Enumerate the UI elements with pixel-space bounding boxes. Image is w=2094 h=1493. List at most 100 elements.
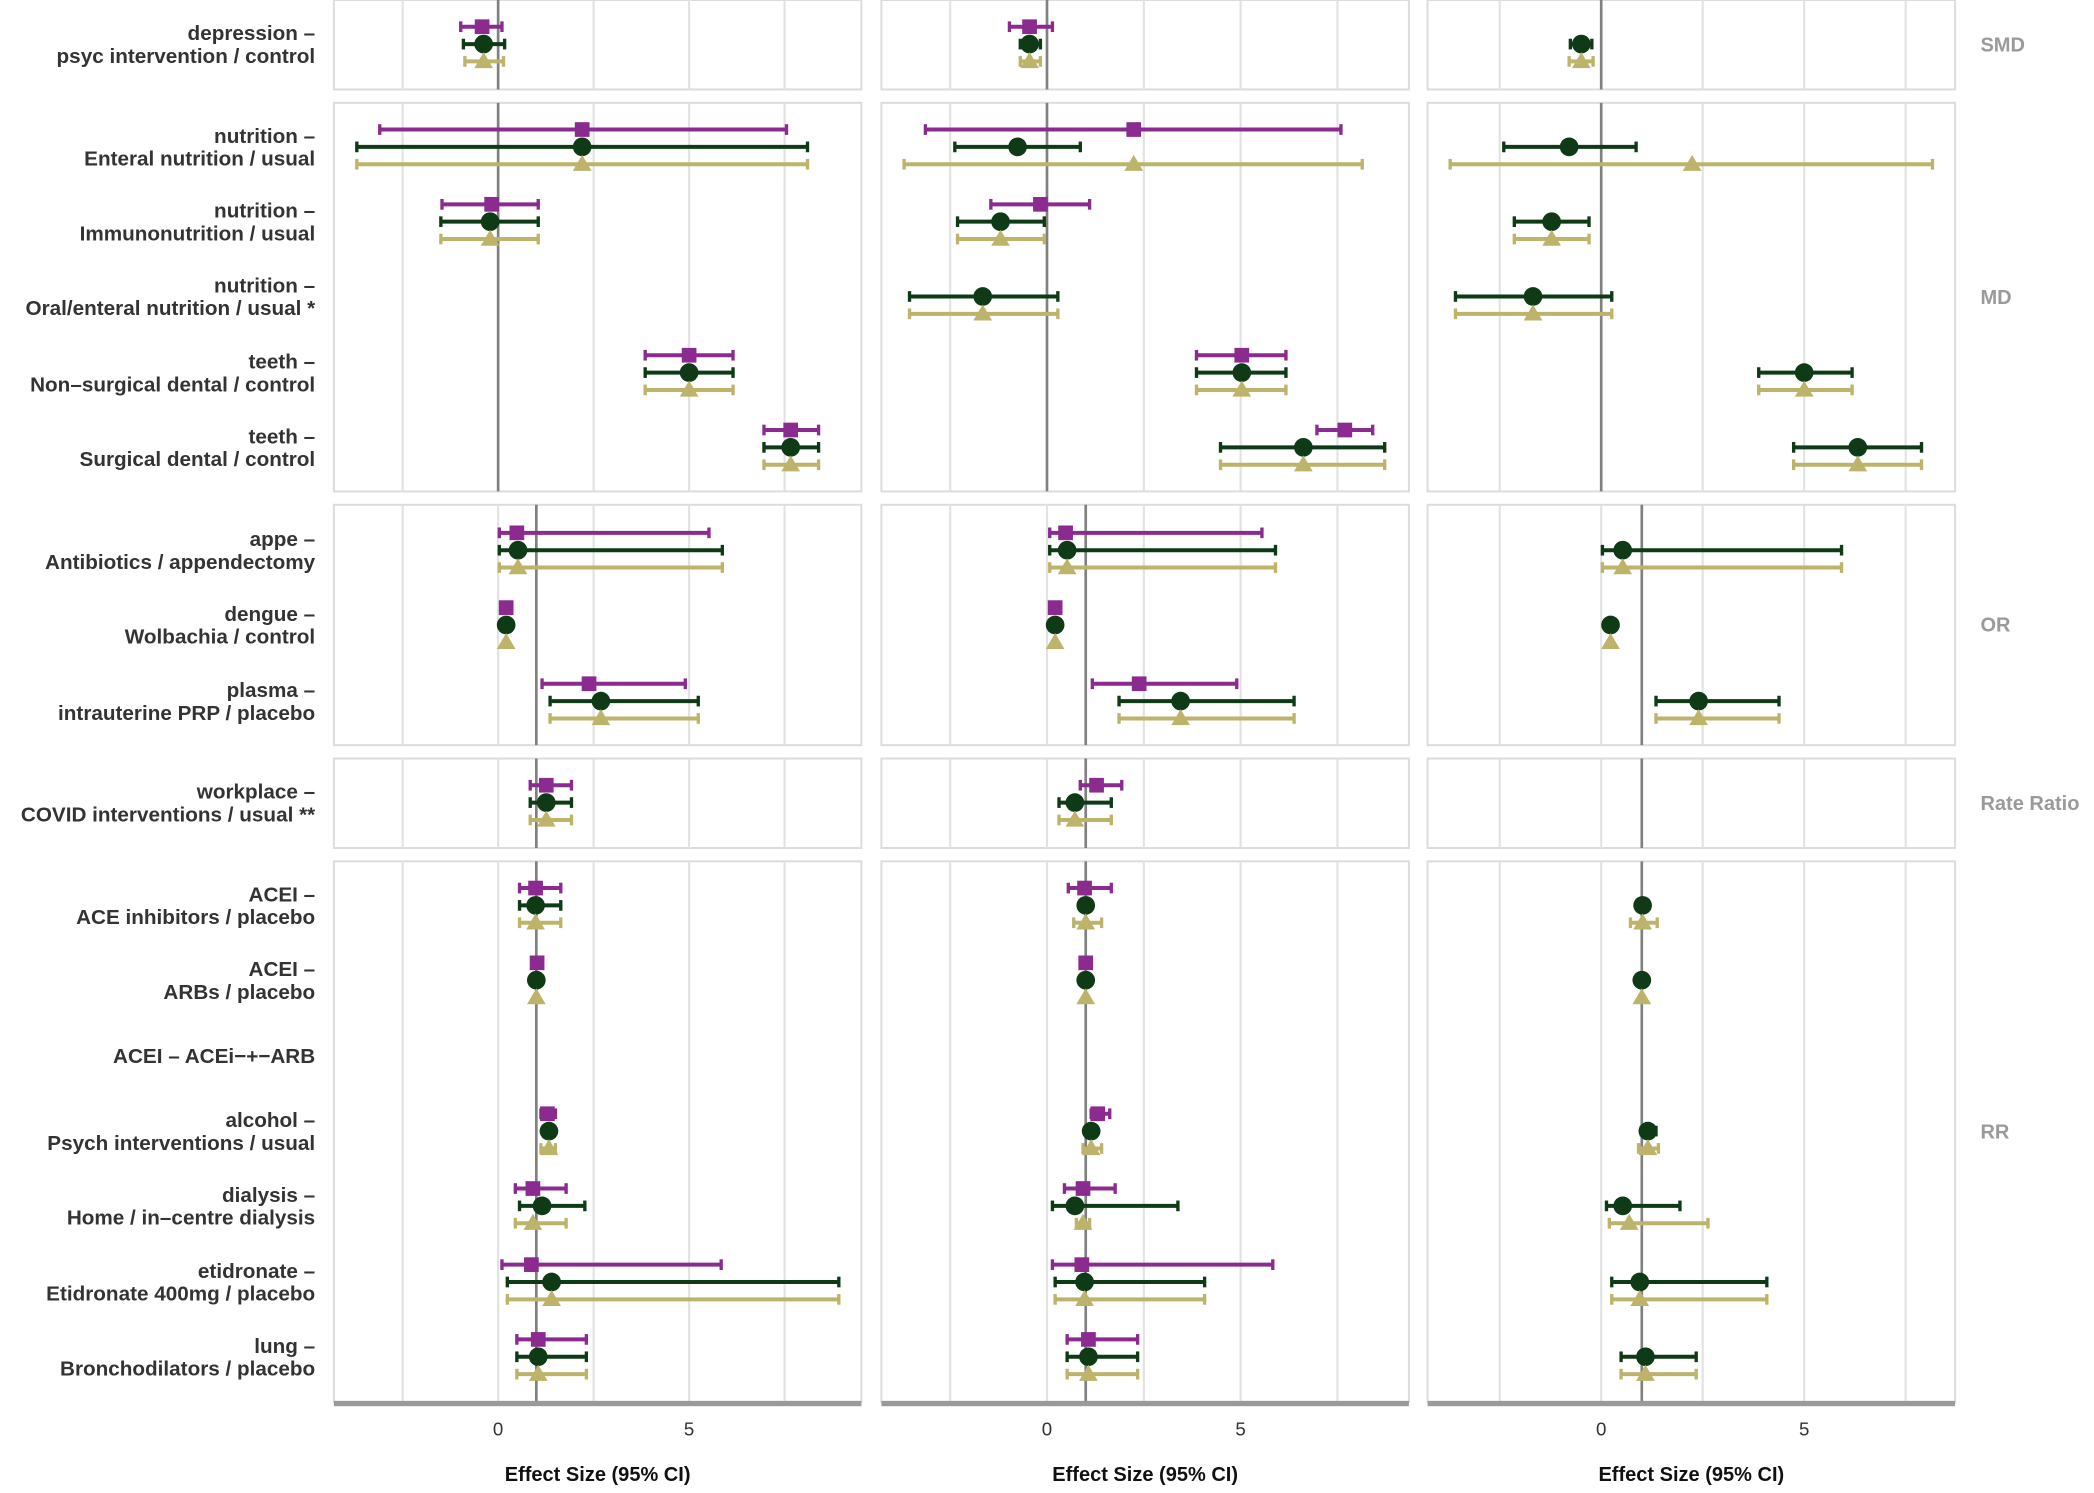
estimate-square <box>1089 1106 1112 1122</box>
square-marker <box>1131 676 1147 692</box>
estimate-circle <box>1018 34 1043 54</box>
circle-marker <box>496 615 516 635</box>
panel-background <box>880 860 1410 1404</box>
estimate-circle <box>1512 212 1591 232</box>
row-label-outcome: nutrition – <box>214 125 315 148</box>
estimate-circle <box>1757 363 1854 382</box>
estimate-square <box>1065 1332 1140 1347</box>
estimate-triangle <box>643 380 735 397</box>
estimate-square <box>1050 1257 1275 1272</box>
estimate-square <box>517 880 563 896</box>
row-label-comparison: Oral/enteral nutrition / usual * <box>26 297 317 320</box>
square-marker <box>524 1257 539 1272</box>
estimate-circle <box>955 212 1046 232</box>
circle-marker <box>1081 1121 1101 1141</box>
square-marker <box>681 347 697 363</box>
square-marker <box>1078 955 1094 971</box>
estimate-square <box>529 955 545 971</box>
triangle-marker <box>781 455 801 472</box>
panel-background <box>1426 757 1957 849</box>
estimate-circle <box>1081 1121 1101 1141</box>
triangle-marker <box>1065 810 1085 827</box>
x-axis-line <box>881 1400 1409 1407</box>
estimate-triangle <box>548 709 700 726</box>
triangle-marker <box>1076 988 1096 1005</box>
estimate-square <box>1315 422 1375 438</box>
estimate-circle <box>1045 615 1065 635</box>
estimate-circle <box>461 34 507 54</box>
triangle-marker <box>1045 632 1065 650</box>
row-label-outcome: depression – <box>188 22 316 45</box>
estimate-square <box>1007 19 1055 35</box>
triangle-marker <box>1848 455 1868 472</box>
estimate-circle <box>1053 1272 1207 1292</box>
circle-marker <box>1630 1272 1650 1292</box>
circle-marker <box>1613 540 1633 560</box>
circle-marker <box>528 1347 548 1367</box>
row-label-outcome: alcohol – <box>226 1109 316 1132</box>
panel-background <box>332 101 863 493</box>
estimate-circle <box>528 793 574 812</box>
estimate-square <box>643 347 735 363</box>
circle-marker <box>991 212 1010 232</box>
panel-background <box>332 0 863 91</box>
estimate-square <box>1066 880 1113 896</box>
triangle-marker <box>1613 558 1633 575</box>
square-marker <box>1075 1181 1091 1196</box>
estimate-square <box>515 1332 589 1347</box>
estimate-triangle <box>1018 52 1043 69</box>
square-marker <box>530 1332 546 1347</box>
estimate-circle <box>1791 438 1924 457</box>
estimate-square <box>1078 777 1124 793</box>
estimate-circle <box>439 212 540 232</box>
estimate-triangle <box>1065 1364 1140 1381</box>
circle-marker <box>1633 896 1652 915</box>
circle-marker <box>1542 212 1562 232</box>
panel-background <box>332 757 863 849</box>
estimate-triangle <box>515 1364 589 1381</box>
circle-marker <box>1008 137 1027 157</box>
estimate-triangle <box>1218 455 1387 472</box>
circle-marker <box>1689 691 1708 711</box>
triangle-marker <box>1601 632 1620 650</box>
square-marker <box>498 600 514 615</box>
row-label-comparison: COVID interventions / usual ** <box>21 803 316 826</box>
estimate-circle <box>548 691 700 711</box>
row-label-outcome: ACEI – <box>249 883 316 906</box>
row-label-outcome: ACEI – <box>249 958 316 981</box>
x-tick-label: 0 <box>1596 1419 1606 1440</box>
panel-background <box>880 503 1410 747</box>
estimate-square <box>378 122 789 137</box>
row-label-outcome: etidronate – <box>198 1260 315 1283</box>
circle-marker <box>1571 34 1591 54</box>
triangle-marker <box>973 304 993 321</box>
estimate-circle <box>1048 540 1278 560</box>
row-label-comparison: Immunonutrition / usual <box>80 222 316 245</box>
estimate-square <box>540 676 687 692</box>
estimate-triangle <box>497 558 725 575</box>
estimate-triangle <box>1081 1139 1104 1156</box>
triangle-marker <box>474 52 493 69</box>
estimate-circle <box>643 363 735 382</box>
estimate-circle <box>1117 691 1296 711</box>
triangle-marker <box>523 1213 543 1230</box>
estimate-triangle <box>1057 810 1113 827</box>
estimate-circle <box>1633 896 1652 915</box>
triangle-marker <box>480 229 500 246</box>
triangle-marker <box>1523 304 1543 321</box>
row-label-comparison: Etidronate 400mg / placebo <box>46 1283 315 1306</box>
square-marker <box>1033 196 1048 212</box>
row-label-comparison: Wolbachia / control <box>125 626 315 649</box>
triangle-marker <box>1057 558 1077 575</box>
triangle-marker <box>528 1364 548 1381</box>
square-marker <box>1047 600 1063 615</box>
square-marker <box>783 422 799 438</box>
square-marker <box>525 1181 541 1196</box>
circle-marker <box>526 970 546 990</box>
triangle-marker <box>1020 52 1039 69</box>
row-label-comparison: ARBs / placebo <box>163 981 315 1004</box>
estimate-triangle <box>1654 709 1781 726</box>
circle-marker <box>1232 363 1252 382</box>
estimate-circle <box>505 1272 841 1292</box>
